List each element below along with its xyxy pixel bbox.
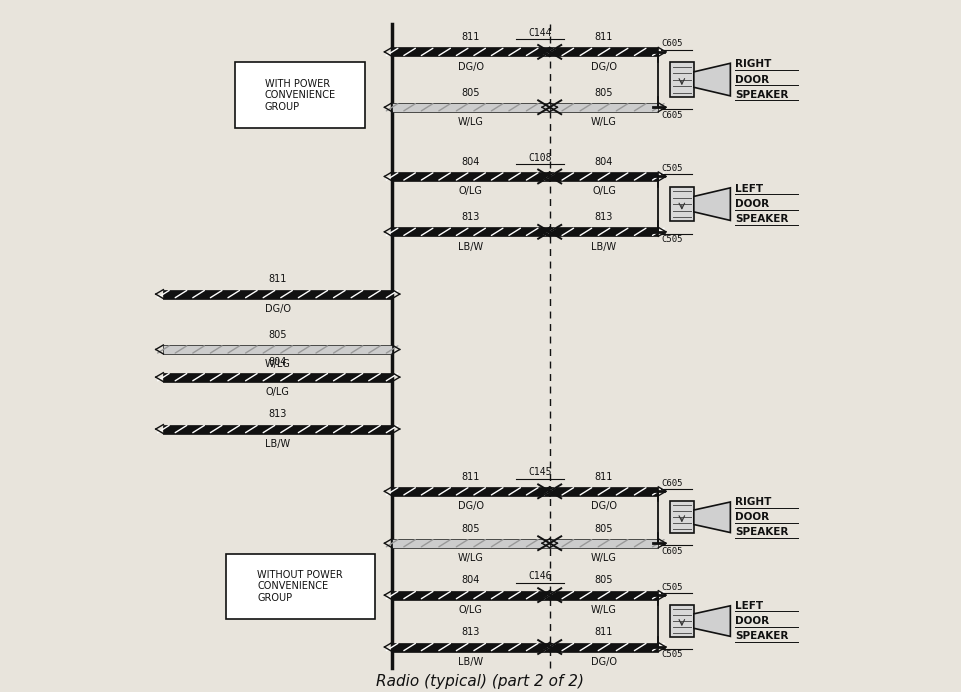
- Bar: [670, 605, 694, 637]
- Bar: [550, 227, 658, 236]
- Text: W/LG: W/LG: [458, 117, 483, 127]
- Bar: [163, 425, 392, 433]
- Text: 813: 813: [595, 212, 613, 222]
- Text: 811: 811: [268, 275, 287, 284]
- Polygon shape: [694, 63, 730, 96]
- Text: DOOR: DOOR: [735, 75, 770, 84]
- Text: 811: 811: [595, 472, 613, 482]
- Bar: [226, 554, 375, 619]
- Text: O/LG: O/LG: [459, 605, 482, 614]
- Bar: [550, 642, 658, 652]
- Text: LEFT: LEFT: [735, 601, 763, 611]
- Text: C146: C146: [529, 572, 552, 581]
- Bar: [550, 47, 658, 56]
- Text: C605: C605: [661, 479, 682, 488]
- Bar: [670, 501, 694, 534]
- Text: LB/W: LB/W: [591, 242, 617, 251]
- Text: 804: 804: [461, 157, 480, 167]
- Text: 805: 805: [595, 88, 613, 98]
- Text: DG/O: DG/O: [457, 501, 484, 511]
- Text: W/LG: W/LG: [458, 553, 483, 563]
- Text: 804: 804: [595, 157, 613, 167]
- Text: C145: C145: [529, 468, 552, 477]
- Bar: [163, 345, 392, 354]
- Text: O/LG: O/LG: [459, 186, 482, 196]
- Bar: [550, 590, 658, 599]
- Text: 813: 813: [461, 628, 480, 637]
- Text: 805: 805: [595, 576, 613, 585]
- Bar: [235, 62, 365, 128]
- Bar: [670, 62, 694, 97]
- Bar: [392, 47, 550, 56]
- Text: DG/O: DG/O: [457, 62, 484, 71]
- Bar: [670, 187, 694, 221]
- Text: W/LG: W/LG: [591, 605, 617, 614]
- Text: WITH POWER
CONVENIENCE
GROUP: WITH POWER CONVENIENCE GROUP: [264, 79, 336, 111]
- Text: 805: 805: [461, 524, 480, 534]
- Text: 805: 805: [461, 88, 480, 98]
- Text: DG/O: DG/O: [591, 62, 617, 71]
- Bar: [550, 538, 658, 548]
- Text: O/LG: O/LG: [266, 387, 289, 397]
- Text: DG/O: DG/O: [264, 304, 291, 313]
- Text: SPEAKER: SPEAKER: [735, 90, 789, 100]
- Text: DOOR: DOOR: [735, 616, 770, 626]
- Bar: [163, 372, 392, 382]
- Text: C605: C605: [661, 547, 682, 556]
- Text: 811: 811: [461, 33, 480, 42]
- Text: 804: 804: [268, 358, 287, 367]
- Text: SPEAKER: SPEAKER: [735, 215, 789, 224]
- Text: C108: C108: [529, 153, 552, 163]
- Text: O/LG: O/LG: [592, 186, 616, 196]
- Text: W/LG: W/LG: [591, 117, 617, 127]
- Text: LB/W: LB/W: [458, 242, 483, 251]
- Text: DOOR: DOOR: [735, 512, 770, 522]
- Polygon shape: [694, 502, 730, 533]
- Bar: [392, 103, 550, 112]
- Text: 811: 811: [461, 472, 480, 482]
- Text: SPEAKER: SPEAKER: [735, 527, 789, 538]
- Text: C505: C505: [661, 650, 682, 659]
- Text: 805: 805: [595, 524, 613, 534]
- Text: LB/W: LB/W: [458, 657, 483, 666]
- Text: RIGHT: RIGHT: [735, 60, 772, 69]
- Text: C605: C605: [661, 39, 682, 48]
- Text: W/LG: W/LG: [265, 359, 290, 369]
- Text: DG/O: DG/O: [591, 657, 617, 666]
- Bar: [392, 642, 550, 652]
- Polygon shape: [694, 188, 730, 221]
- Text: RIGHT: RIGHT: [735, 497, 772, 507]
- Text: DOOR: DOOR: [735, 199, 770, 209]
- Text: C505: C505: [661, 235, 682, 244]
- Bar: [163, 290, 392, 299]
- Bar: [392, 538, 550, 548]
- Text: DG/O: DG/O: [591, 501, 617, 511]
- Polygon shape: [694, 606, 730, 637]
- Text: W/LG: W/LG: [591, 553, 617, 563]
- Bar: [392, 227, 550, 236]
- Bar: [392, 487, 550, 495]
- Text: 811: 811: [595, 33, 613, 42]
- Text: WITHOUT POWER
CONVENIENCE
GROUP: WITHOUT POWER CONVENIENCE GROUP: [258, 570, 343, 603]
- Text: 805: 805: [268, 330, 287, 340]
- Text: C505: C505: [661, 164, 682, 173]
- Text: 813: 813: [268, 410, 287, 419]
- Text: Radio (typical) (part 2 of 2): Radio (typical) (part 2 of 2): [377, 673, 584, 689]
- Text: C505: C505: [661, 583, 682, 592]
- Text: 813: 813: [461, 212, 480, 222]
- Text: C605: C605: [661, 111, 682, 120]
- Bar: [392, 172, 550, 181]
- Text: LB/W: LB/W: [265, 439, 290, 448]
- Text: LEFT: LEFT: [735, 184, 763, 194]
- Bar: [550, 103, 658, 112]
- Bar: [392, 590, 550, 599]
- Bar: [550, 172, 658, 181]
- Text: 811: 811: [595, 628, 613, 637]
- Text: C144: C144: [529, 28, 552, 38]
- Text: SPEAKER: SPEAKER: [735, 631, 789, 641]
- Bar: [550, 487, 658, 495]
- Text: 804: 804: [461, 576, 480, 585]
